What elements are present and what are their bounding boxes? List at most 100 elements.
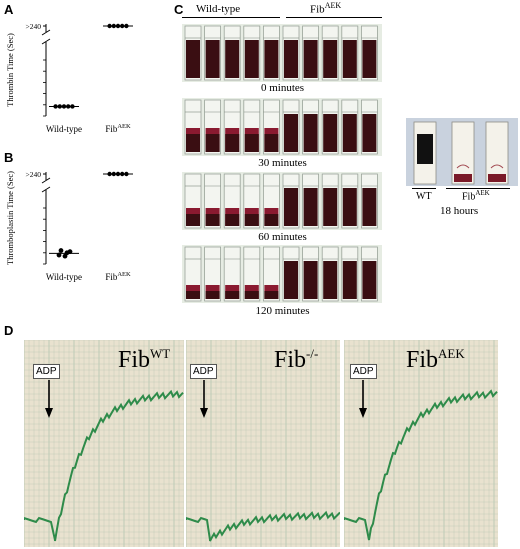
panel-letter-d: D (4, 323, 14, 338)
wt-label: WT (416, 191, 432, 202)
axis-break-mark (41, 38, 51, 45)
aggregation-curve (344, 389, 498, 541)
adp-arrow-head (45, 408, 53, 418)
inset-18-hours-photo (406, 118, 518, 186)
aggregation-trace-wt: FibWT ADP (24, 340, 184, 547)
data-point (58, 248, 64, 253)
blood-column (323, 188, 338, 226)
tube-row-0-minutes (182, 24, 382, 82)
axis-break-mark (41, 186, 51, 193)
clot-core (186, 134, 200, 152)
aek-bracket (446, 188, 510, 189)
clot-core (186, 291, 200, 299)
aggregation-curve (24, 389, 184, 542)
y-axis-label: Thromboplastin Time (Sec) (5, 171, 15, 265)
blood-column (362, 114, 377, 152)
blood-column (244, 40, 259, 78)
inset-strand (490, 164, 504, 169)
inset-sediment (454, 174, 472, 182)
clot-core (225, 214, 240, 226)
y-axis-label: Thrombin Time (Sec) (5, 33, 15, 107)
y-break-label: >240 (26, 22, 42, 31)
trace-label-wt: FibWT (118, 346, 171, 373)
aggregation-trace-knockout: Fib-/- ADP (186, 340, 340, 547)
wt-bracket (412, 188, 436, 189)
x-tick-label: FibAEK (105, 123, 131, 134)
blood-column (186, 40, 200, 78)
blood-column (205, 40, 220, 78)
thromboplastin-time-chart: Thromboplastin Time (Sec) >240 Wild-type Fi… (5, 170, 133, 282)
y-break-label: >240 (26, 170, 42, 179)
blood-column (284, 188, 298, 226)
blood-column (342, 40, 357, 78)
aggregation-curve (186, 510, 340, 542)
blood-column (342, 114, 357, 152)
tube-row-30-minutes (182, 98, 382, 156)
clot-core (244, 134, 259, 152)
blood-column (303, 261, 318, 299)
inset-labels: WT FibAEK 18 hours (406, 188, 518, 228)
time-label-0: 0 minutes (260, 82, 305, 94)
panel-letter-a: A (4, 2, 14, 17)
aggregation-trace-aek: FibAEK ADP (344, 340, 498, 547)
blood-column (284, 261, 298, 299)
blood-column (362, 188, 377, 226)
time-label-30: 30 minutes (258, 157, 307, 169)
blood-column (264, 40, 279, 78)
tube-row-60-minutes (182, 172, 382, 230)
clot-core (264, 291, 279, 299)
trace-label-aek: FibAEK (406, 346, 465, 373)
data-point (62, 253, 68, 259)
adp-arrow-head (200, 408, 208, 418)
inset-strand (456, 164, 470, 169)
fib-aek-bracket (286, 17, 382, 18)
clot-core (186, 214, 200, 226)
time-label-60: 60 minutes (258, 231, 307, 243)
blood-column (303, 114, 318, 152)
clot-core (264, 214, 279, 226)
blood-column (303, 188, 318, 226)
blood-column (323, 261, 338, 299)
axis-break-mark (41, 29, 51, 36)
panel-letter-c: C (174, 2, 184, 17)
x-tick-label: Wild-type (46, 272, 82, 282)
blood-column (362, 261, 377, 299)
x-tick-label: Wild-type (46, 124, 82, 134)
clot-core (205, 214, 220, 226)
tube-row-120-minutes (182, 245, 382, 303)
blood-column (284, 40, 298, 78)
time-label-120: 120 minutes (255, 305, 310, 317)
adp-label-aek: ADP (350, 364, 377, 379)
adp-label-knockout: ADP (190, 364, 217, 379)
clot-core (205, 291, 220, 299)
clot-core (205, 134, 220, 152)
panel-letter-b: B (4, 150, 14, 165)
aek-inset-label: FibAEK (462, 189, 490, 203)
inset-tube (451, 121, 475, 185)
wild-type-bracket (182, 17, 280, 18)
clot-core (225, 134, 240, 152)
thrombin-time-chart: Thrombin Time (Sec) >240 Wild-type FibAEK (5, 22, 133, 134)
axis-break-mark (41, 177, 51, 184)
x-tick-label: FibAEK (105, 271, 131, 282)
blood-column (303, 40, 318, 78)
trace-label-knockout: Fib-/- (274, 346, 319, 373)
blood-column (323, 40, 338, 78)
clot-core (225, 291, 240, 299)
wild-type-header: Wild-type (196, 3, 241, 15)
eighteen-hours-label: 18 hours (440, 205, 479, 217)
clot-core (264, 134, 279, 152)
clot-core (244, 214, 259, 226)
blood-column (342, 188, 357, 226)
inset-tube (485, 121, 509, 185)
blood-column (342, 261, 357, 299)
clot-core (244, 291, 259, 299)
adp-label-wt: ADP (33, 364, 60, 379)
inset-sediment (488, 174, 506, 182)
blood-column (323, 114, 338, 152)
adp-arrow-head (359, 408, 367, 418)
blood-column (225, 40, 240, 78)
blood-column (284, 114, 298, 152)
blood-column (362, 40, 377, 78)
fib-aek-header: FibAEK (310, 1, 342, 16)
